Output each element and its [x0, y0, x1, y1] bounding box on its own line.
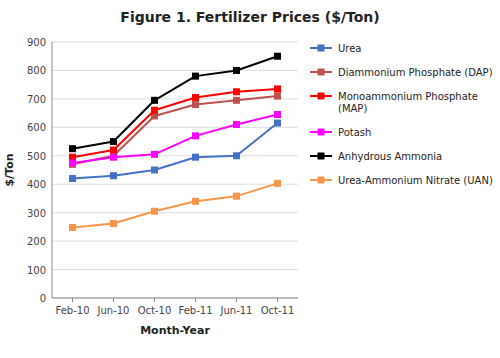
x-tick-label: Jun-10 — [97, 305, 130, 316]
series-line — [73, 123, 278, 178]
x-tick — [236, 298, 237, 302]
legend-label-line: Anhydrous Ammonia — [338, 151, 442, 162]
x-axis — [52, 298, 298, 299]
legend-label: Monoammonium Phosphate(MAP) — [338, 91, 478, 114]
point-marker — [233, 193, 240, 200]
y-tick-label: 500 — [27, 151, 46, 162]
grid-line — [52, 241, 298, 242]
point-marker — [192, 154, 199, 161]
x-tick-label: Jun-11 — [220, 305, 253, 316]
legend-marker — [318, 153, 325, 160]
plot-area — [69, 53, 281, 231]
grid-line — [52, 42, 298, 43]
series-line — [73, 89, 278, 157]
legend-marker — [318, 69, 325, 76]
grid-line — [52, 184, 298, 185]
point-marker — [151, 208, 158, 215]
legend-label-line: Monoammonium Phosphate — [338, 91, 478, 102]
grid-line — [52, 70, 298, 71]
legend-label: Anhydrous Ammonia — [338, 151, 442, 162]
point-marker — [192, 132, 199, 139]
x-axis-label: Month-Year — [140, 324, 210, 337]
y-axis — [52, 42, 53, 298]
grid-line — [52, 298, 298, 299]
x-tick-label: Oct-10 — [138, 305, 172, 316]
point-marker — [274, 53, 281, 60]
y-tick-label: 900 — [27, 37, 46, 48]
x-tick — [277, 298, 278, 302]
x-tick-label: Feb-11 — [178, 305, 212, 316]
y-tick-label: 400 — [27, 179, 46, 190]
point-marker — [274, 111, 281, 118]
point-marker — [69, 175, 76, 182]
legend-label: Diammonium Phosphate (DAP) — [338, 67, 493, 78]
x-tick-label: Oct-11 — [261, 305, 295, 316]
legend-label: Urea — [338, 43, 362, 54]
series-line — [73, 56, 278, 148]
legend-marker — [318, 45, 325, 52]
legend-label-line: Urea — [338, 43, 362, 54]
point-marker — [69, 145, 76, 152]
point-marker — [233, 152, 240, 159]
legend-label-line: (MAP) — [338, 103, 367, 114]
grid-line — [52, 269, 298, 270]
legend-label: Urea-Ammonium Nitrate (UAN) — [338, 175, 493, 186]
point-marker — [110, 147, 117, 154]
series-line — [73, 115, 278, 163]
point-marker — [151, 97, 158, 104]
point-marker — [233, 97, 240, 104]
point-marker — [110, 220, 117, 227]
point-marker — [151, 151, 158, 158]
x-tick — [113, 298, 114, 302]
point-marker — [69, 224, 76, 231]
x-tick — [72, 298, 73, 302]
chart: Figure 1. Fertilizer Prices ($/Ton) 0 100 2… — [0, 0, 500, 358]
grid-line — [52, 155, 298, 156]
point-marker — [274, 180, 281, 187]
y-tick-label: 600 — [27, 122, 46, 133]
point-marker — [192, 198, 199, 205]
y-tick-label: 300 — [27, 208, 46, 219]
series-line — [73, 183, 278, 227]
legend-label-line: Potash — [338, 127, 371, 138]
point-marker — [151, 167, 158, 174]
point-marker — [233, 121, 240, 128]
point-marker — [274, 120, 281, 127]
point-marker — [151, 107, 158, 114]
legend-label: Potash — [338, 127, 371, 138]
y-tick-label: 0 — [40, 293, 46, 304]
point-marker — [192, 73, 199, 80]
title: Figure 1. Fertilizer Prices ($/Ton) — [120, 9, 379, 25]
y-tick-label: 700 — [27, 94, 46, 105]
point-marker — [274, 93, 281, 100]
grid-line — [52, 127, 298, 128]
x-tick — [154, 298, 155, 302]
legend-marker — [318, 177, 325, 184]
y-axis-label: $/Ton — [3, 153, 16, 186]
legend-label-line: Diammonium Phosphate (DAP) — [338, 67, 493, 78]
point-marker — [69, 159, 76, 166]
point-marker — [110, 154, 117, 161]
point-marker — [274, 85, 281, 92]
point-marker — [192, 101, 199, 108]
point-marker — [192, 94, 199, 101]
legend-marker — [318, 93, 325, 100]
point-marker — [110, 172, 117, 179]
y-tick-label: 800 — [27, 65, 46, 76]
point-marker — [233, 67, 240, 74]
x-tick-label: Feb-10 — [55, 305, 89, 316]
y-tick-label: 100 — [27, 265, 46, 276]
grid-line — [52, 212, 298, 213]
point-marker — [233, 88, 240, 95]
y-tick-label: 200 — [27, 236, 46, 247]
legend-label-line: Urea-Ammonium Nitrate (UAN) — [338, 175, 493, 186]
legend: Urea Diammonium Phosphate (DAP) Monoammoni… — [310, 43, 493, 186]
legend-marker — [318, 129, 325, 136]
point-marker — [110, 138, 117, 145]
series-line — [73, 96, 278, 164]
x-tick — [195, 298, 196, 302]
